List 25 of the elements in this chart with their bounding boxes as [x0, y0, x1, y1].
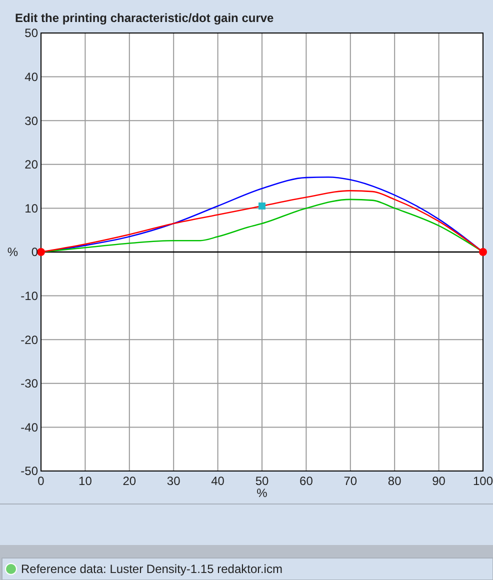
- x-tick-label: 10: [78, 474, 92, 488]
- x-tick-label: 70: [344, 474, 358, 488]
- y-tick-label: 30: [24, 114, 38, 128]
- y-tick-label: -50: [20, 464, 38, 478]
- text: Reference data: Luster Density-1.15 redaktor.icm: [21, 562, 282, 576]
- x-axis-title: %: [256, 486, 268, 500]
- x-tick-label: 50: [255, 474, 269, 488]
- x-tick-label: 30: [166, 474, 181, 488]
- x-tick-label: 40: [211, 474, 225, 488]
- x-tick-label: 20: [122, 474, 136, 488]
- y-tick-label: -30: [20, 376, 38, 391]
- y-tick-label: 20: [24, 158, 38, 172]
- y-tick-label: -10: [20, 289, 38, 303]
- y-tick-label: 50: [24, 26, 38, 40]
- x-tick-label: 90: [432, 474, 446, 488]
- y-tick-label: 10: [24, 201, 38, 216]
- x-tick-label: 100: [472, 474, 493, 488]
- y-tick-label: -40: [20, 420, 38, 434]
- x-tick-label: 80: [388, 474, 402, 488]
- y-tick-label: 40: [24, 70, 38, 84]
- x-tick-label: 60: [300, 474, 314, 488]
- y-tick-label: 0: [31, 245, 38, 260]
- y-tick-label: -20: [20, 332, 38, 347]
- chart-title: Edit the printing characteristic/dot gain curve: [15, 11, 274, 25]
- y-axis-title: %: [7, 245, 18, 260]
